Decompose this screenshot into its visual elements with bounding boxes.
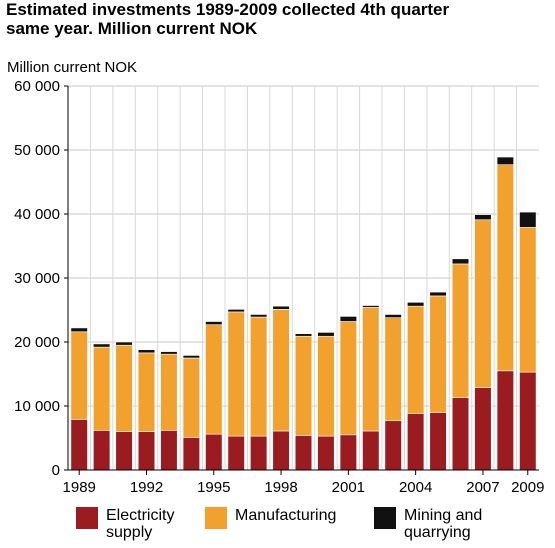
- bar-segment-manufacturing-1996: [227, 311, 245, 437]
- chart-title: Estimated investments 1989-2009 collecte…: [6, 0, 450, 38]
- bar-segment-manufacturing-2005: [429, 295, 447, 413]
- bar-segment-manufacturing-1995: [205, 324, 223, 435]
- x-tick-label: 2007: [466, 479, 499, 496]
- legend-swatch-mining: [374, 507, 396, 529]
- bar-segment-mining-1994: [182, 355, 200, 359]
- y-tick-label: 20 000: [14, 334, 60, 351]
- bar-segment-mining-2000: [317, 332, 335, 337]
- bar-segment-mining-1992: [137, 349, 156, 354]
- bar-segment-electricity-1995: [205, 433, 223, 471]
- x-tick-label: 1995: [197, 479, 230, 496]
- bar-segment-manufacturing-1991: [115, 344, 133, 432]
- bar-segment-mining-2001: [339, 316, 357, 322]
- bar-segment-mining-1995: [205, 321, 223, 326]
- bar-segment-manufacturing-2009: [519, 227, 537, 373]
- bar-segment-electricity-1991: [115, 431, 133, 471]
- bar-segment-manufacturing-1989: [70, 331, 88, 420]
- y-tick-label: 30 000: [14, 270, 60, 287]
- axes: [64, 85, 539, 475]
- bar-segment-mining-1996: [227, 309, 245, 313]
- legend-swatch-electricity: [76, 507, 98, 529]
- bars: [70, 156, 537, 471]
- y-axis-label: Million current NOK: [7, 59, 138, 76]
- tick-labels: 0 10 000 20 000 30 000 40 000 50 000 60 000 198…: [14, 78, 544, 496]
- bar-segment-manufacturing-2002: [362, 307, 380, 432]
- bar-segment-manufacturing-1992: [137, 352, 156, 432]
- y-tick-label: 10 000: [14, 398, 60, 415]
- x-tick-label: 1989: [63, 479, 96, 496]
- bar-segment-electricity-1992: [137, 431, 156, 471]
- bar-segment-electricity-2003: [384, 420, 402, 471]
- bar-segment-electricity-2005: [429, 412, 447, 471]
- y-tick-label: 60 000: [14, 78, 60, 95]
- bar-segment-mining-1991: [115, 341, 133, 346]
- bar-segment-mining-2007: [474, 214, 492, 221]
- bar-segment-manufacturing-1994: [182, 357, 200, 438]
- y-tick-label: 0: [52, 462, 60, 479]
- bar-segment-electricity-2001: [339, 434, 357, 471]
- bar-segment-manufacturing-2006: [451, 263, 470, 398]
- legend-item-manufacturing: Manufacturing: [205, 507, 336, 529]
- bar-segment-electricity-1993: [160, 430, 178, 471]
- bar-segment-mining-2009: [519, 211, 537, 228]
- legend-label-manufacturing: Manufacturing: [235, 507, 337, 524]
- bar-segment-manufacturing-2008: [496, 164, 514, 372]
- y-tick-label: 50 000: [14, 142, 60, 159]
- legend-label-electricity: Electricity supply: [106, 507, 175, 541]
- bar-segment-mining-1993: [160, 351, 178, 355]
- bar-segment-electricity-2009: [519, 371, 537, 471]
- x-tick-label: 2009: [511, 479, 544, 496]
- bar-segment-electricity-1990: [93, 430, 111, 471]
- bar-segment-mining-2003: [384, 314, 402, 318]
- bar-segment-electricity-2006: [451, 397, 470, 471]
- bar-segment-manufacturing-1997: [250, 316, 268, 437]
- bar-segment-electricity-1999: [294, 435, 313, 471]
- legend-item-mining: Mining and quarrying: [374, 507, 482, 541]
- bar-segment-mining-1997: [250, 314, 268, 318]
- legend-item-electricity: Electricity supply: [76, 507, 174, 541]
- bar-segment-manufacturing-1998: [272, 309, 290, 432]
- bar-segment-mining-1998: [272, 305, 290, 310]
- bar-segment-electricity-2002: [362, 430, 380, 471]
- bar-segment-electricity-1997: [250, 435, 268, 471]
- bar-segment-manufacturing-2000: [317, 335, 335, 437]
- bar-segment-mining-1989: [70, 327, 88, 333]
- bar-segment-electricity-1989: [70, 419, 88, 471]
- bar-segment-mining-2002: [362, 305, 380, 308]
- bar-segment-mining-2005: [429, 291, 447, 297]
- bar-segment-manufacturing-1993: [160, 353, 178, 431]
- x-tick-label: 2001: [332, 479, 365, 496]
- bar-segment-manufacturing-2003: [384, 317, 402, 422]
- bar-segment-manufacturing-2007: [474, 219, 492, 388]
- bar-segment-mining-1999: [294, 333, 313, 337]
- legend-swatch-manufacturing: [205, 507, 227, 529]
- bar-segment-mining-1990: [93, 343, 111, 348]
- legend-label-mining: Mining and quarrying: [404, 507, 483, 541]
- bar-segment-electricity-2008: [496, 370, 514, 471]
- bar-segment-manufacturing-1990: [93, 346, 111, 431]
- bar-segment-manufacturing-1999: [294, 335, 313, 436]
- bar-segment-electricity-1996: [227, 435, 245, 471]
- bar-segment-electricity-2004: [407, 413, 425, 471]
- x-tick-label: 1992: [130, 479, 163, 496]
- bar-segment-manufacturing-2001: [339, 321, 357, 436]
- y-tick-label: 40 000: [14, 206, 60, 223]
- x-tick-label: 1998: [264, 479, 297, 496]
- bar-segment-mining-2008: [496, 156, 514, 166]
- x-tick-label: 2004: [399, 479, 432, 496]
- bar-segment-electricity-1998: [272, 430, 290, 471]
- bar-segment-mining-2004: [407, 302, 425, 307]
- bar-segment-manufacturing-2004: [407, 305, 425, 414]
- bar-segment-electricity-2000: [317, 435, 335, 471]
- bar-segment-electricity-1994: [182, 437, 200, 471]
- bar-segment-mining-2006: [451, 258, 470, 265]
- bar-segment-electricity-2007: [474, 387, 492, 471]
